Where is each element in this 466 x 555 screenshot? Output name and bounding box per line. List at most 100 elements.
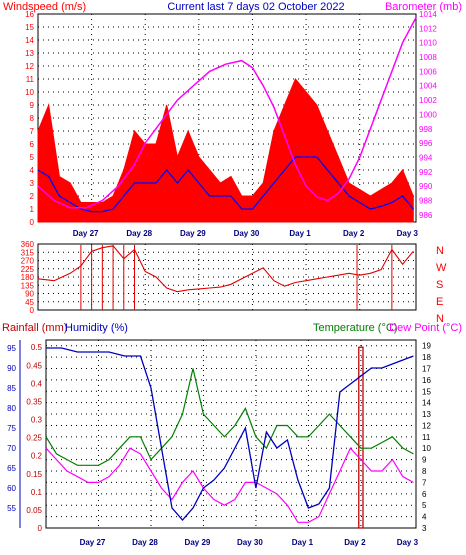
direction-tick-label: 270	[21, 257, 35, 266]
barometer-tick-label: 994	[419, 153, 433, 162]
windspeed-tick-label: 12	[25, 62, 34, 71]
temperature-tick-label: 16	[422, 376, 431, 385]
rainfall-axis-label: Rainfall (mm)	[2, 322, 67, 334]
day-tick-label: Day 2	[343, 229, 365, 238]
rainfall-tick-label: 0.3	[31, 416, 43, 425]
humidity-tick-label: 90	[7, 364, 16, 373]
barometer-tick-label: 998	[419, 125, 433, 134]
compass-label: N	[436, 313, 444, 325]
windspeed-tick-label: 11	[26, 75, 35, 84]
day-tick-label: Day 1	[289, 229, 311, 238]
rainfall-tick-label: 0.15	[26, 470, 42, 479]
temperature-tick-label: 17	[422, 364, 431, 373]
windspeed-tick-label: 0	[30, 218, 35, 227]
barometer-tick-label: 996	[419, 139, 433, 148]
day-tick-label: Day 29	[180, 229, 206, 238]
windspeed-axis-label: Windspeed (m/s)	[3, 1, 86, 13]
windspeed-tick-label: 5	[30, 153, 35, 162]
temperature-tick-label: 11	[422, 433, 431, 442]
compass-label: W	[436, 262, 447, 274]
windspeed-tick-label: 14	[25, 36, 34, 45]
barometer-tick-label: 990	[419, 182, 433, 191]
direction-tick-label: 225	[21, 265, 35, 274]
day-tick-label: Day 28	[132, 538, 158, 547]
wind-average-line	[37, 156, 414, 213]
windspeed-tick-label: 4	[30, 166, 35, 175]
humidity-axis-label: Humidity (%)	[65, 322, 128, 334]
compass-label: E	[436, 296, 443, 308]
temperature-tick-label: 12	[422, 421, 431, 430]
humidity-tick-label: 75	[7, 424, 16, 433]
temperature-tick-label: 13	[422, 410, 431, 419]
day-tick-label: Day 30	[237, 538, 263, 547]
humidity-tick-label: 60	[7, 484, 16, 493]
temperature-line	[45, 368, 414, 466]
windspeed-tick-label: 8	[30, 114, 35, 123]
day-tick-label: Day 3	[397, 229, 419, 238]
temperature-tick-label: 18	[422, 353, 431, 362]
temperature-tick-label: 9	[422, 456, 427, 465]
humidity-tick-label: 70	[7, 444, 16, 453]
barometer-tick-label: 1006	[419, 67, 437, 76]
humidity-line	[46, 347, 414, 521]
windspeed-tick-label: 1	[30, 205, 35, 214]
windspeed-tick-label: 6	[30, 140, 35, 149]
compass-label: N	[436, 245, 444, 257]
climate-plot-area	[45, 339, 417, 529]
rainfall-tick-label: 0	[38, 524, 43, 533]
temperature-tick-label: 14	[422, 399, 431, 408]
temperature-tick-label: 10	[422, 444, 431, 453]
direction-tick-label: 360	[21, 240, 35, 249]
day-tick-label: Day 2	[344, 538, 366, 547]
day-tick-label: Day 3	[397, 538, 419, 547]
temperature-axis-label: Temperature (°C)	[313, 322, 397, 334]
direction-plot-area	[37, 243, 417, 311]
wind-direction-line	[37, 245, 414, 293]
direction-tick-label: 180	[21, 273, 35, 282]
barometer-tick-label: 1012	[419, 24, 437, 33]
dewpoint-line	[45, 447, 414, 523]
temperature-tick-label: 3	[422, 524, 427, 533]
temperature-tick-label: 6	[422, 490, 427, 499]
dewpoint-axis-label: Dew Point (°C)	[389, 322, 462, 334]
windspeed-tick-label: 10	[25, 88, 34, 97]
windspeed-tick-label: 13	[25, 49, 34, 58]
temperature-tick-label: 15	[422, 387, 431, 396]
windspeed-tick-label: 15	[25, 23, 34, 32]
humidity-tick-label: 80	[7, 404, 16, 413]
temperature-tick-label: 8	[422, 467, 427, 476]
rainfall-tick-label: 0.1	[31, 488, 43, 497]
temperature-tick-label: 7	[422, 478, 427, 487]
humidity-tick-label: 65	[7, 464, 16, 473]
humidity-tick-label: 95	[7, 344, 16, 353]
barometer-tick-label: 1002	[419, 96, 437, 105]
rainfall-tick-label: 0.45	[26, 361, 42, 370]
direction-tick-label: 135	[21, 281, 35, 290]
barometer-tick-label: 1010	[419, 39, 437, 48]
barometer-tick-label: 1000	[419, 110, 437, 119]
rainfall-tick-label: 0.05	[26, 506, 42, 515]
barometer-tick-label: 1008	[419, 53, 437, 62]
barometer-tick-label: 988	[419, 196, 433, 205]
windspeed-tick-label: 2	[30, 192, 35, 201]
day-tick-label: Day 28	[126, 229, 152, 238]
direction-tick-label: 315	[21, 248, 35, 257]
barometer-tick-label: 1014	[419, 10, 437, 19]
day-tick-label: Day 27	[73, 229, 99, 238]
direction-tick-label: 0	[30, 306, 35, 315]
compass-label: S	[436, 279, 443, 291]
day-tick-label: Day 27	[80, 538, 106, 547]
windspeed-tick-label: 9	[30, 101, 35, 110]
barometer-axis-label: Barometer (mb)	[385, 1, 462, 13]
temperature-tick-label: 5	[422, 501, 427, 510]
barometer-tick-label: 986	[419, 211, 433, 220]
humidity-tick-label: 55	[7, 504, 16, 513]
rainfall-tick-label: 0.25	[26, 434, 42, 443]
temperature-tick-label: 4	[422, 513, 427, 522]
day-tick-label: Day 1	[292, 538, 314, 547]
chart-title: Current last 7 days 02 October 2022	[167, 1, 344, 13]
barometer-tick-label: 1004	[419, 82, 437, 91]
rainfall-tick-label: 0.35	[26, 397, 42, 406]
